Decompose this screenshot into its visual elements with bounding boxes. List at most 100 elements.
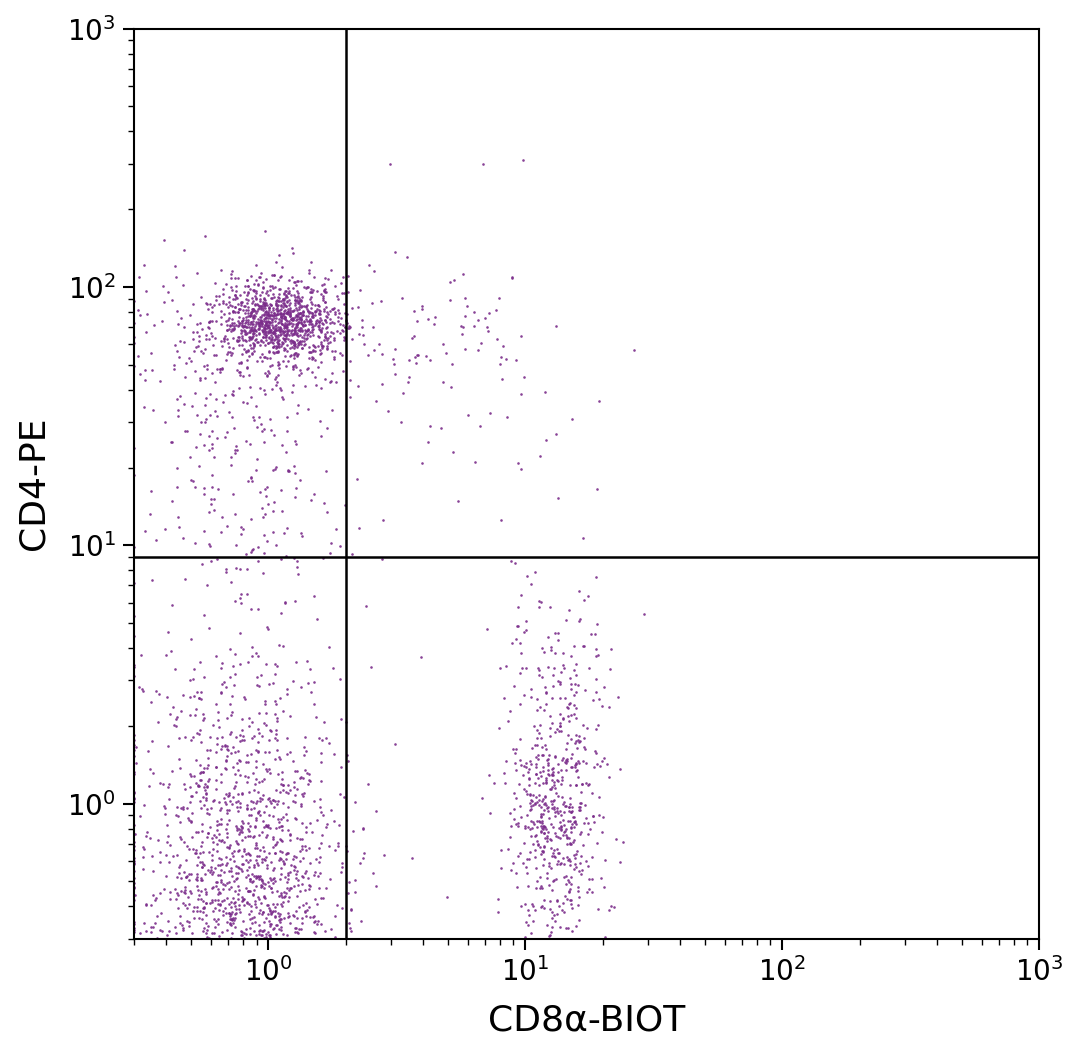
Point	[360, 256, 377, 273]
Point	[230, 752, 247, 768]
Point	[311, 848, 328, 865]
Point	[247, 770, 265, 787]
Point	[539, 802, 556, 819]
Point	[516, 835, 534, 852]
Point	[244, 931, 261, 948]
Point	[298, 312, 315, 329]
Point	[264, 921, 281, 938]
Point	[536, 788, 553, 805]
Point	[287, 315, 305, 332]
Point	[238, 312, 255, 329]
Point	[241, 321, 258, 338]
Point	[530, 797, 548, 814]
Point	[202, 491, 219, 508]
Point	[565, 697, 582, 714]
Point	[170, 509, 187, 526]
Point	[129, 302, 146, 319]
Point	[343, 546, 361, 563]
Point	[300, 304, 318, 320]
Point	[522, 785, 539, 802]
Point	[276, 887, 294, 904]
Point	[259, 897, 276, 914]
Point	[251, 321, 268, 338]
Point	[557, 876, 575, 893]
Point	[306, 269, 323, 286]
Point	[405, 327, 422, 344]
Point	[273, 764, 291, 781]
Point	[146, 931, 163, 948]
Point	[257, 931, 274, 948]
Point	[198, 792, 215, 808]
Point	[278, 298, 295, 315]
Point	[174, 921, 191, 938]
Point	[313, 333, 330, 350]
Point	[332, 345, 349, 362]
Point	[267, 536, 284, 553]
Point	[332, 315, 349, 332]
Point	[226, 931, 243, 948]
Point	[241, 931, 258, 948]
Point	[230, 793, 247, 809]
Point	[510, 814, 527, 831]
Point	[255, 931, 272, 948]
Point	[249, 891, 267, 907]
Point	[166, 880, 184, 897]
Point	[302, 284, 320, 300]
Point	[225, 383, 242, 399]
Point	[561, 601, 578, 618]
Point	[258, 314, 275, 331]
Point	[320, 330, 337, 347]
Point	[248, 295, 266, 312]
Point	[130, 348, 147, 365]
Point	[214, 931, 231, 948]
Point	[539, 799, 556, 816]
Point	[568, 709, 585, 726]
Point	[302, 491, 320, 508]
Point	[319, 271, 336, 288]
Point	[505, 784, 523, 801]
Point	[272, 832, 289, 848]
Point	[437, 345, 455, 362]
Point	[191, 315, 208, 332]
Point	[257, 321, 274, 338]
Point	[201, 407, 218, 424]
Point	[314, 288, 332, 305]
Point	[558, 931, 576, 948]
Point	[243, 473, 260, 490]
Point	[251, 704, 268, 721]
Point	[235, 924, 253, 941]
Point	[257, 931, 274, 948]
Point	[212, 866, 229, 883]
Point	[267, 312, 284, 329]
Point	[323, 402, 340, 418]
Point	[234, 848, 252, 865]
Point	[375, 931, 392, 948]
Point	[271, 321, 288, 338]
Point	[602, 898, 619, 915]
Point	[255, 842, 272, 859]
Point	[492, 511, 510, 528]
Point	[249, 320, 267, 337]
Point	[242, 389, 259, 406]
Point	[163, 292, 180, 309]
Point	[313, 277, 330, 294]
Point	[529, 750, 546, 767]
Point	[168, 931, 186, 948]
Point	[299, 652, 316, 669]
Point	[321, 302, 338, 319]
Point	[253, 309, 270, 326]
Point	[125, 575, 143, 592]
Point	[197, 924, 214, 941]
Point	[513, 897, 530, 914]
Point	[280, 931, 297, 948]
Point	[513, 327, 530, 344]
Point	[212, 360, 229, 377]
Point	[160, 913, 177, 930]
Point	[516, 896, 534, 913]
Point	[570, 583, 588, 600]
Point	[220, 838, 238, 855]
Point	[148, 683, 165, 700]
Point	[251, 931, 268, 948]
Point	[230, 931, 247, 948]
Point	[281, 312, 298, 329]
